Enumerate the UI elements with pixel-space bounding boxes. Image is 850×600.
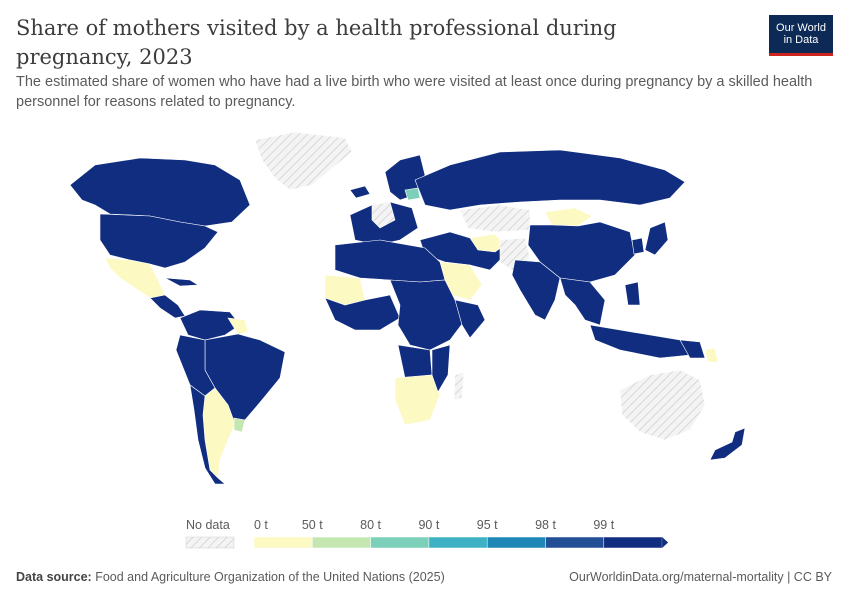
country-venezuela-colombia[interactable] bbox=[179, 309, 241, 341]
legend-label-4: 95 t bbox=[477, 518, 498, 532]
legend-swatch-5 bbox=[545, 536, 605, 549]
country-pacific-islands[interactable] bbox=[704, 347, 719, 363]
country-horn-of-africa[interactable] bbox=[454, 299, 486, 339]
country-india[interactable] bbox=[511, 259, 561, 321]
logo-line-1: Our World bbox=[776, 22, 826, 34]
legend-swatch-3 bbox=[428, 536, 488, 549]
data-source-text: Food and Agriculture Organization of the… bbox=[95, 570, 445, 584]
legend-swatch-4 bbox=[486, 536, 546, 549]
legend-label-0: 0 t bbox=[254, 518, 268, 532]
logo-line-2: in Data bbox=[783, 34, 819, 46]
country-chile[interactable] bbox=[189, 384, 226, 485]
legend-arrow bbox=[662, 537, 669, 548]
country-southeast-asia[interactable] bbox=[559, 277, 606, 326]
country-angola[interactable] bbox=[397, 344, 433, 379]
country-japan[interactable] bbox=[644, 221, 669, 256]
legend-swatch-2 bbox=[370, 536, 430, 549]
legend-no-data-swatch bbox=[185, 536, 235, 549]
legend-label-5: 98 t bbox=[535, 518, 556, 532]
country-usa[interactable] bbox=[99, 213, 219, 269]
owid-logo[interactable]: Our World in Data bbox=[769, 15, 833, 56]
map-legend: No data 0 t 50 t 80 t 90 t 95 t 98 t 99 t bbox=[185, 518, 669, 549]
legend-swatch-0 bbox=[253, 536, 313, 549]
country-baltics[interactable] bbox=[404, 187, 421, 201]
legend-swatch-6 bbox=[603, 536, 663, 549]
chart-subtitle: The estimated share of women who have ha… bbox=[16, 74, 813, 110]
country-canada[interactable] bbox=[69, 157, 251, 227]
legend-label-2: 80 t bbox=[360, 518, 381, 532]
country-mongolia[interactable] bbox=[544, 207, 593, 227]
legend-label-3: 90 t bbox=[418, 518, 439, 532]
country-iceland[interactable] bbox=[349, 185, 371, 199]
country-cuba[interactable] bbox=[164, 277, 199, 287]
country-russia[interactable] bbox=[414, 149, 686, 211]
legend-label-6: 99 t bbox=[593, 518, 614, 532]
data-source-label: Data source: bbox=[16, 570, 92, 584]
country-madagascar[interactable] bbox=[453, 371, 465, 401]
country-mozambique[interactable] bbox=[431, 344, 451, 393]
country-guianas[interactable] bbox=[227, 317, 249, 335]
country-greenland[interactable] bbox=[254, 131, 353, 191]
source-url-link[interactable]: OurWorldinData.org/maternal-mortality | … bbox=[569, 570, 832, 584]
country-australia[interactable] bbox=[619, 369, 706, 441]
chart-title: Share of mothers visited by a health pro… bbox=[16, 16, 617, 69]
country-central-america[interactable] bbox=[149, 294, 186, 319]
region-europe-no-data[interactable] bbox=[371, 201, 396, 229]
country-south-africa-region[interactable] bbox=[394, 374, 441, 426]
country-new-zealand[interactable] bbox=[709, 427, 746, 461]
world-map[interactable] bbox=[0, 125, 850, 505]
country-uruguay[interactable] bbox=[233, 417, 246, 433]
data-source: Data source: Food and Agriculture Organi… bbox=[16, 570, 445, 584]
legend-no-data-label: No data bbox=[186, 518, 230, 532]
country-china[interactable] bbox=[527, 221, 636, 283]
legend-label-1: 50 t bbox=[302, 518, 323, 532]
country-korea[interactable] bbox=[631, 237, 645, 255]
country-papua-new-guinea[interactable] bbox=[679, 339, 706, 359]
country-kazakhstan[interactable] bbox=[459, 204, 531, 233]
country-indonesia[interactable] bbox=[589, 324, 691, 359]
legend-swatch-1 bbox=[312, 536, 371, 549]
country-philippines[interactable] bbox=[624, 281, 641, 306]
country-central-africa[interactable] bbox=[389, 279, 466, 351]
